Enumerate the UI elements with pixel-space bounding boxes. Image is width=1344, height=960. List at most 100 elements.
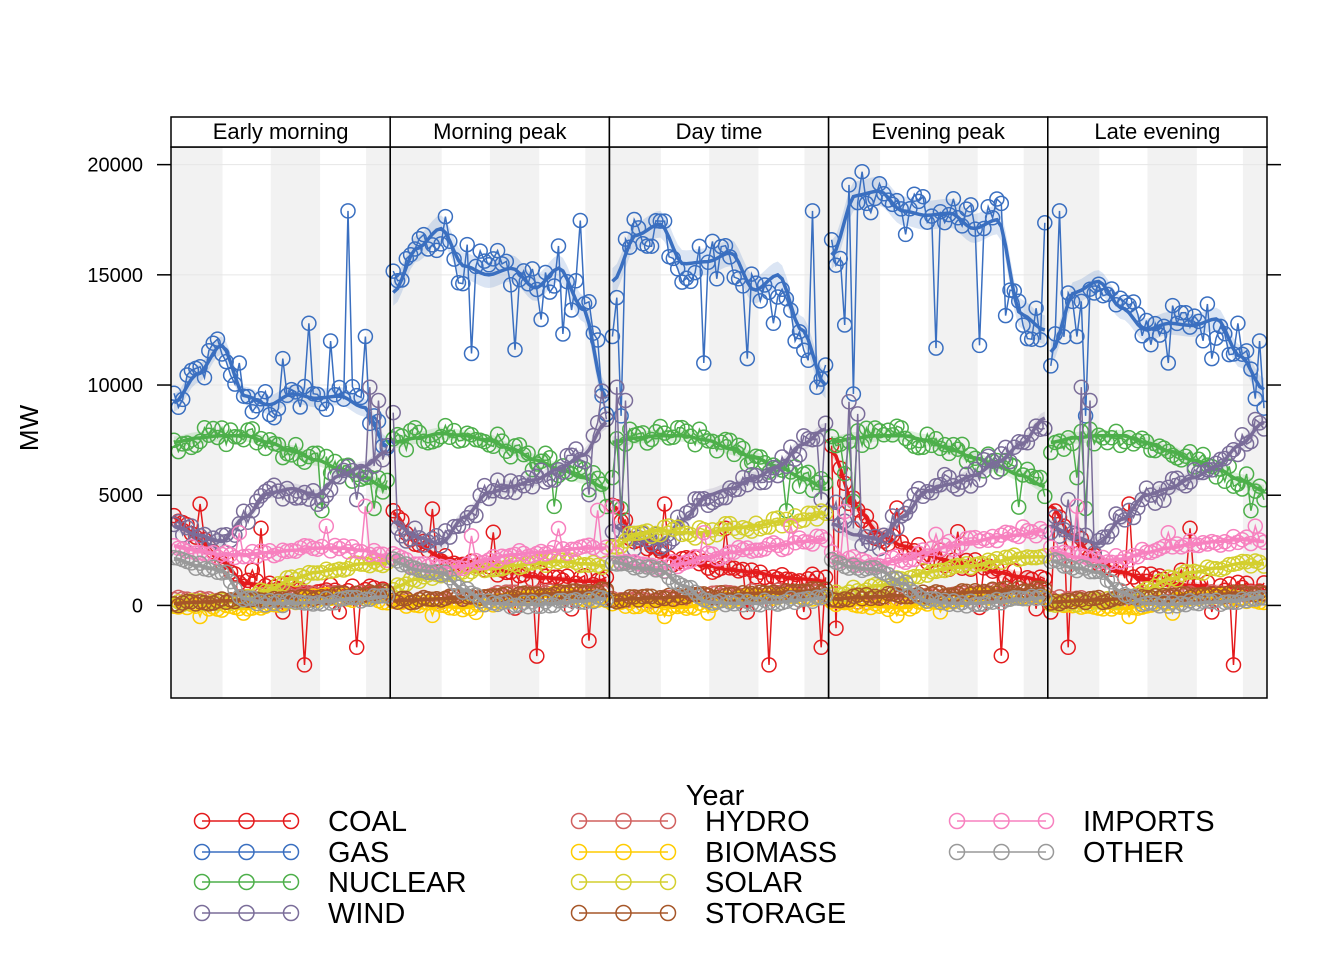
point-wind xyxy=(817,415,834,431)
point-other xyxy=(550,593,567,609)
point-wind xyxy=(954,474,970,490)
point-gas xyxy=(963,197,979,213)
point-imports xyxy=(366,542,382,559)
point-coal xyxy=(889,500,905,516)
point-solar xyxy=(700,529,716,546)
legend-item-coal: COAL xyxy=(193,806,407,838)
point-other xyxy=(867,560,883,576)
point-gas xyxy=(446,251,462,267)
legend-marker xyxy=(282,843,300,861)
point-gas xyxy=(1082,281,1098,297)
point-gas xyxy=(971,337,988,354)
point-nuclear xyxy=(1028,469,1044,486)
legend-marker xyxy=(193,904,211,922)
point-imports xyxy=(322,543,339,559)
point-gas xyxy=(472,243,488,259)
point-wind xyxy=(357,466,374,483)
point-wind xyxy=(244,502,261,519)
point-nuclear xyxy=(817,475,834,491)
point-other xyxy=(537,594,554,610)
point-gas xyxy=(639,238,655,254)
point-gas xyxy=(1086,285,1103,301)
point-other xyxy=(735,597,751,613)
legend-marker xyxy=(570,843,588,861)
point-imports xyxy=(1256,534,1267,551)
point-other xyxy=(446,574,462,591)
point-gas xyxy=(656,213,673,229)
point-other xyxy=(923,591,940,607)
point-wind xyxy=(442,529,458,545)
point-gas xyxy=(897,226,914,243)
point-other xyxy=(889,571,905,587)
point-storage xyxy=(1064,593,1081,610)
point-gas xyxy=(468,258,484,275)
point-gas xyxy=(617,231,634,247)
point-wind xyxy=(183,518,200,534)
point-imports xyxy=(1247,518,1264,534)
legend-marker xyxy=(238,812,255,830)
point-imports xyxy=(963,530,979,546)
point-other xyxy=(1051,553,1068,570)
point-gas xyxy=(791,323,808,340)
point-imports xyxy=(1112,554,1129,570)
point-nuclear xyxy=(407,419,423,436)
point-nuclear xyxy=(227,429,243,445)
point-nuclear xyxy=(244,421,261,437)
point-other xyxy=(748,596,764,613)
point-nuclear xyxy=(691,421,708,437)
point-nuclear xyxy=(1247,483,1264,499)
point-coal xyxy=(936,557,953,574)
point-wind xyxy=(546,472,562,488)
point-nuclear xyxy=(261,431,278,448)
point-other xyxy=(1086,563,1103,580)
point-imports xyxy=(244,543,261,560)
point-nuclear xyxy=(941,445,957,462)
point-gas xyxy=(502,277,519,293)
point-imports xyxy=(472,555,488,571)
point-gas xyxy=(1073,293,1090,310)
point-gas xyxy=(288,384,304,400)
point-wind xyxy=(1186,461,1203,478)
legend-marker xyxy=(282,812,300,830)
point-imports xyxy=(809,528,825,545)
point-gas xyxy=(196,369,213,386)
point-gas xyxy=(923,208,940,224)
point-other xyxy=(576,594,593,610)
point-wind xyxy=(809,431,825,447)
series-nuclear xyxy=(171,417,1267,519)
point-imports xyxy=(455,560,471,577)
point-gas xyxy=(231,355,248,371)
point-storage xyxy=(402,594,419,611)
point-gas xyxy=(1077,408,1094,424)
point-other xyxy=(682,579,699,596)
point-solar xyxy=(576,556,593,573)
panel-frames: Early morning Morning peak Day time Evening… xyxy=(170,116,1268,699)
y-tick-label: 10000 xyxy=(87,375,143,397)
point-imports xyxy=(1230,534,1246,551)
point-gas xyxy=(722,249,738,265)
point-wind xyxy=(1221,445,1237,462)
point-gas xyxy=(1230,315,1246,332)
point-imports xyxy=(919,548,936,564)
point-wind xyxy=(428,527,445,544)
point-wind xyxy=(1019,435,1036,451)
point-nuclear xyxy=(1086,436,1103,452)
legend-label: STORAGE xyxy=(705,898,846,930)
legend-marker xyxy=(615,843,632,861)
point-wind xyxy=(322,481,339,498)
panel-strip xyxy=(389,116,611,148)
point-gas xyxy=(314,395,330,412)
point-imports xyxy=(1077,549,1094,565)
point-imports xyxy=(989,532,1005,549)
point-other xyxy=(783,590,799,607)
point-coal xyxy=(756,569,773,586)
point-nuclear xyxy=(179,435,195,451)
point-imports xyxy=(546,539,562,556)
point-nuclear xyxy=(945,436,962,453)
point-imports xyxy=(235,548,252,565)
point-nuclear xyxy=(919,426,936,442)
legend-marker xyxy=(193,812,211,830)
point-wind xyxy=(880,529,896,545)
legend-item-wind: WIND xyxy=(193,898,405,930)
